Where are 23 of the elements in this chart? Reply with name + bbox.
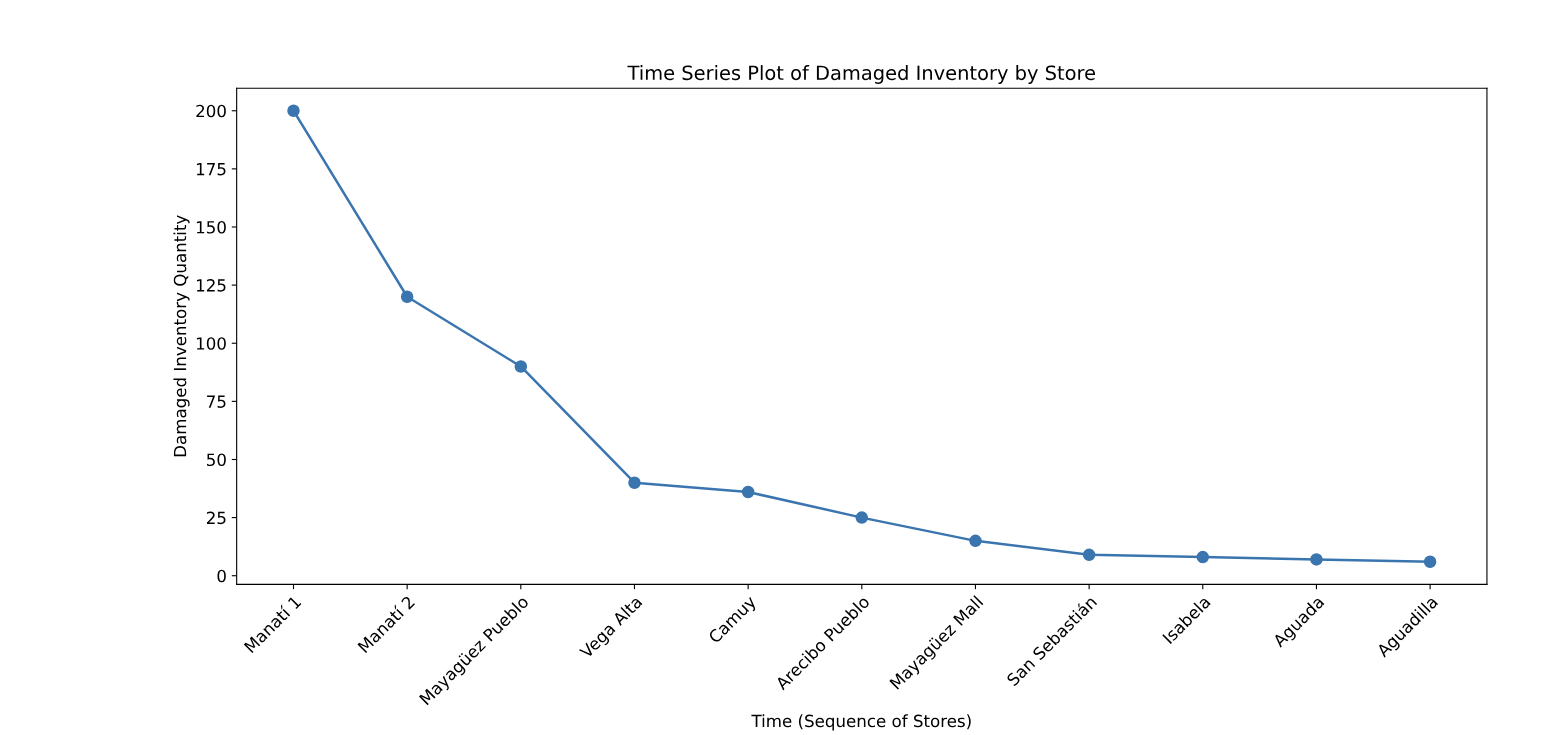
point xyxy=(855,511,869,524)
point xyxy=(1310,553,1323,566)
point xyxy=(1196,550,1210,564)
y-tick-label: 200 xyxy=(196,104,226,118)
y-tick-label: 175 xyxy=(196,163,226,176)
point xyxy=(400,290,414,303)
point xyxy=(741,485,755,499)
y-axis-title: Damaged Inventory Quantity xyxy=(173,215,190,457)
point xyxy=(287,104,300,118)
point xyxy=(1082,548,1096,562)
y-tick-label: 125 xyxy=(196,279,226,292)
y-tick-label: 25 xyxy=(206,511,226,525)
x-axis-title: Time (Sequence of Stores) xyxy=(751,714,971,731)
y-tick-label: 150 xyxy=(196,220,226,234)
y-tick-label: 100 xyxy=(196,337,226,350)
point xyxy=(628,476,641,489)
point xyxy=(514,360,528,373)
y-tick-label: 50 xyxy=(207,453,226,467)
y-tick-label: 75 xyxy=(207,395,226,408)
y-tick-label: 0 xyxy=(217,569,226,583)
chart-title: Time Series Plot of Damaged Inventory by Store xyxy=(627,65,1096,84)
point xyxy=(1423,555,1437,569)
point xyxy=(969,534,982,548)
